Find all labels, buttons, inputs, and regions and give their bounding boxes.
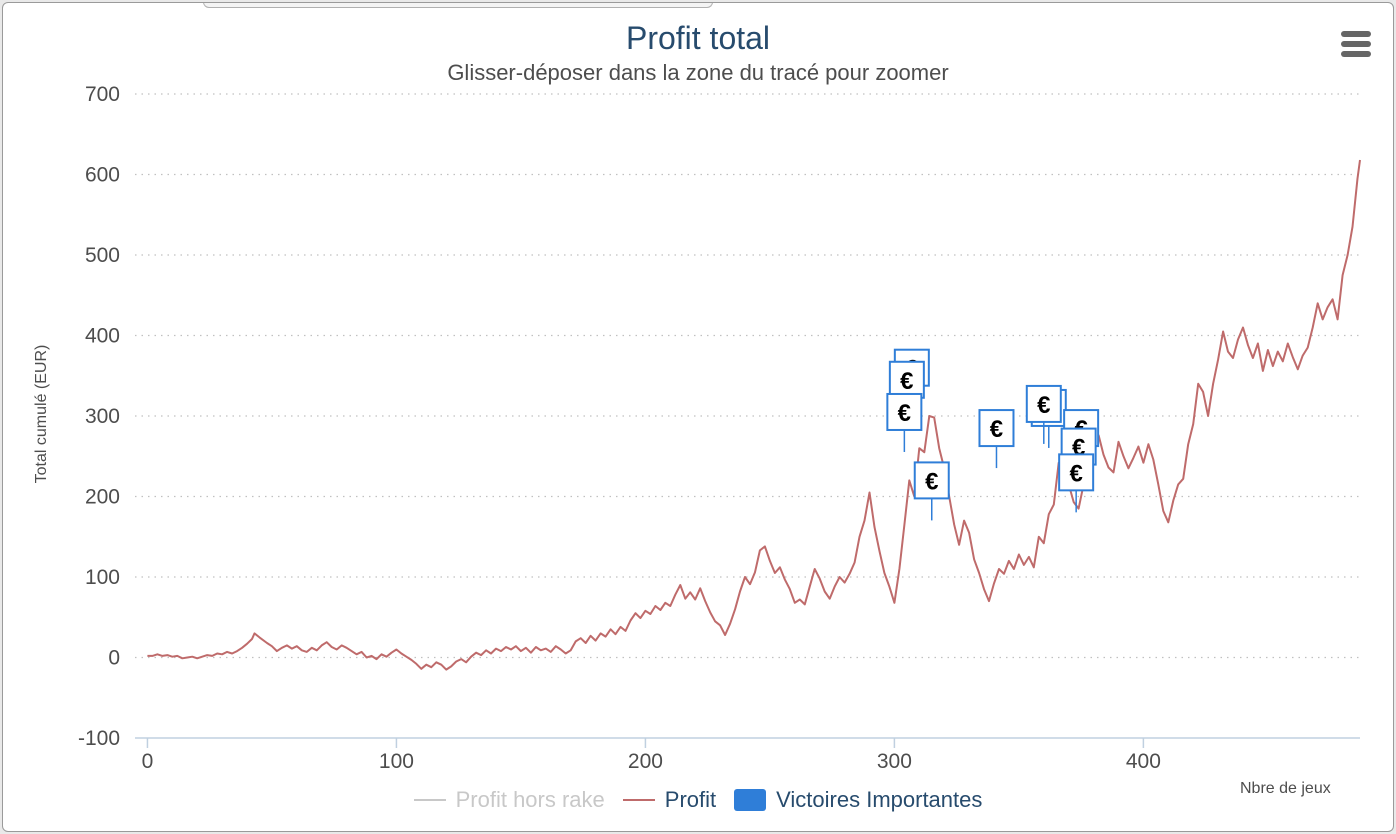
flag-box <box>913 461 950 500</box>
euro-icon: € <box>990 416 1003 443</box>
euro-icon: € <box>1069 460 1082 487</box>
y-tick-label: 100 <box>85 566 120 589</box>
chart-title: Profit total <box>625 20 771 56</box>
y-tick-label: -100 <box>78 727 120 750</box>
y-tick-label: 0 <box>108 647 120 670</box>
legend-label-victoires-importantes: Victoires Importantes <box>776 787 983 812</box>
flag-box <box>888 360 925 399</box>
series-line-profit[interactable] <box>147 159 1361 671</box>
y-tick-label: 400 <box>85 325 120 348</box>
flag-box <box>1025 384 1062 423</box>
marker-layer: €€€€€€€€€€ <box>886 348 1100 521</box>
chart-subtitle: Glisser-déposer dans la zone du tracé po… <box>447 60 949 85</box>
flag-box <box>1058 453 1095 492</box>
victoire-flag[interactable]: € <box>1058 453 1095 513</box>
flag-box <box>886 392 923 431</box>
grid-lines <box>135 93 1360 659</box>
legend-item-profit-hors-rake[interactable]: Profit hors rake <box>413 787 605 813</box>
x-axis-title: Nbre de jeux <box>1240 780 1331 797</box>
y-tick-label: 200 <box>85 486 120 509</box>
y-tick-label: 300 <box>85 405 120 428</box>
legend-item-profit[interactable]: Profit <box>622 787 717 813</box>
legend-box-victoires-importantes <box>734 789 767 811</box>
y-tick-label: 600 <box>85 164 120 187</box>
victoire-flag[interactable]: € <box>1025 384 1062 444</box>
y-axis-title: Total cumulé (EUR) <box>33 345 50 484</box>
legend-label-profit: Profit <box>664 787 717 812</box>
victoire-flag[interactable]: € <box>886 392 923 452</box>
y-tick-label: 500 <box>85 244 120 267</box>
series-layer <box>147 159 1361 671</box>
legend-line-profit-hors-rake <box>413 799 446 801</box>
victoire-flag[interactable]: € <box>978 409 1015 469</box>
x-tick-label: 100 <box>379 750 414 773</box>
flag-box <box>978 409 1015 448</box>
euro-icon: € <box>898 400 911 427</box>
axes: -100 0 100 200 300 400 500 600 700 0 100 200 300 400 <box>78 83 1360 773</box>
hamburger-menu-icon[interactable] <box>1336 24 1376 64</box>
y-tick-label: 700 <box>85 83 120 106</box>
euro-icon: € <box>900 368 913 395</box>
victoire-flag[interactable]: € <box>888 360 925 420</box>
legend-label-profit-hors-rake: Profit hors rake <box>455 787 605 812</box>
x-tick-label: 400 <box>1126 750 1161 773</box>
legend: Profit hors rake Profit Victoires Import… <box>0 784 1396 816</box>
x-tick-label: 200 <box>628 750 663 773</box>
legend-line-profit <box>622 799 655 801</box>
x-tick-label: 300 <box>877 750 912 773</box>
victoire-flag[interactable]: € <box>913 461 950 521</box>
x-tick-label: 0 <box>142 750 154 773</box>
euro-icon: € <box>1037 392 1050 419</box>
legend-item-victoires-importantes[interactable]: Victoires Importantes <box>734 787 982 813</box>
euro-icon: € <box>925 468 938 495</box>
